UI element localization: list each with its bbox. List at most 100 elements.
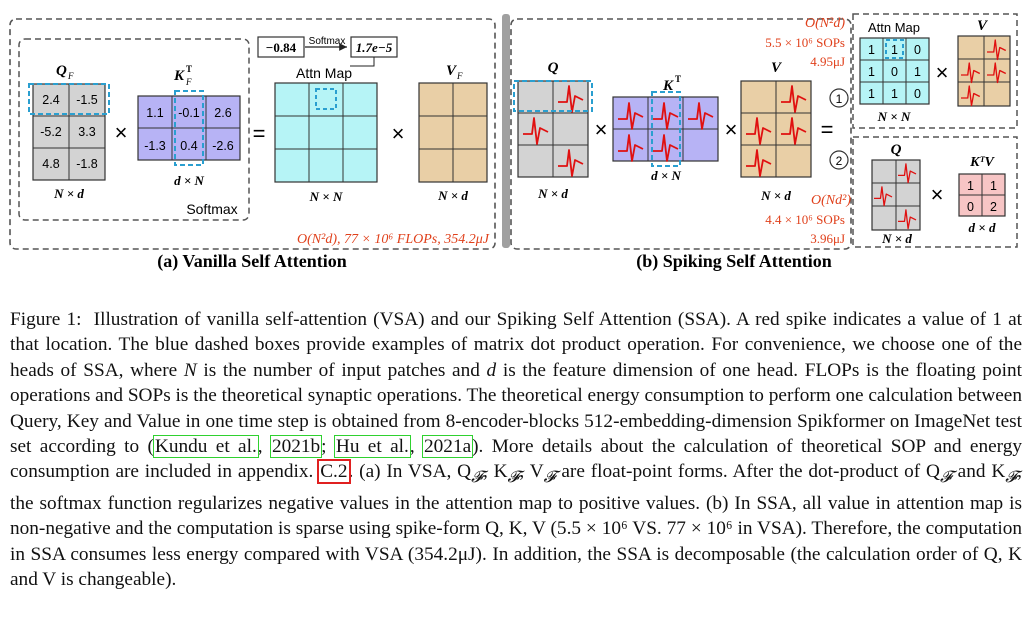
ktv-cell: 1 [967,179,974,193]
q-f-dim: N × d [53,186,84,201]
attn-cell-highlight [315,88,337,110]
appendix-reference-link[interactable]: C.2 [317,459,351,485]
ssa-attn-cell: 1 [868,65,875,79]
panel-divider [502,14,510,248]
times-sign: × [931,182,944,207]
ssa-cost-1-complexity: O(N²d) [805,16,845,31]
ssa-cost-2-sops: 4.4 × 10⁶ SOPs [765,212,845,227]
ktv-cell: 0 [967,200,974,214]
before-softmax-value: −0.84 [266,40,297,55]
q-dim: N × d [537,186,568,201]
panel-b-title: (b) Spiking Self Attention [636,251,832,272]
caption-label: Figure 1: [10,309,82,330]
equals-sign: = [821,117,834,142]
ssa-attn-map-label: Attn Map [868,20,920,35]
ssa-attn-cell: 0 [914,43,921,57]
k-f-cell: -1.3 [144,139,166,153]
caption-text: , the softmax function regularizes negat… [10,461,1022,590]
times-sign: × [725,117,738,142]
q2-dim: N × d [881,231,912,246]
caption-text: and K [951,461,1006,483]
v-f-dim: N × d [437,188,468,203]
caption-text: is the feature dimension of one head. FL… [10,359,1022,458]
q-f-matrix: 2.4 -1.5 -5.2 3.3 4.8 -1.8 [28,83,110,181]
q-spike-matrix [513,80,593,178]
ssa-attn-cell: 1 [868,87,875,101]
times-sign: × [936,60,949,85]
k-f-sup: T [186,64,192,74]
caption-sub-f: 𝓕 [939,469,952,487]
caption-sub-f: 𝓕 [507,469,520,487]
ktv-label: KᵀV [969,155,995,170]
caption-text: ). More details about the calculation of… [10,436,1023,483]
before-softmax-box [257,36,305,58]
ssa-attn-map-dim: N × N [877,109,911,124]
k-f-cell: -0.1 [178,106,200,120]
caption-text: are float-point forms. After the dot-pro… [555,461,940,483]
citation-link[interactable]: 2021b [269,435,323,459]
equals-sign: = [253,121,266,146]
caption-sub-f: 𝓕 [543,469,556,487]
v2-label: V [977,18,989,34]
ssa-attn-cell: 0 [891,65,898,79]
softmax-frame [18,38,250,221]
q-f-label: Q [56,63,67,79]
k-label: K [662,78,674,94]
caption-var-d: d [486,359,497,381]
k-f-sub: F [185,77,192,87]
q-f-cell: 3.3 [78,125,95,139]
dot-product-row-highlight [513,80,593,112]
k-f-dim: d × N [174,173,204,188]
ssa-cost-2-energy: 3.96μJ [810,231,845,246]
dot-product-col-highlight [174,90,204,166]
ktv-dim: d × d [969,220,996,235]
option-1-circle [829,88,849,108]
ssa-cost-1-sops: 5.5 × 10⁶ SOPs [765,35,845,50]
v-label: V [771,60,783,76]
citation-link[interactable]: Hu et al. [333,435,411,459]
k-sup: T [675,74,681,84]
map-connector [350,57,375,67]
figure-caption: Figure 1: Illustration of vanilla self-a… [10,309,1023,590]
v-spike-matrix [740,80,812,178]
ssa-attn-cell: 1 [868,43,875,57]
q-f-cell: -5.2 [40,125,62,139]
k-f-cell: 1.1 [146,106,163,120]
ssa-cost-1-energy: 4.95μJ [810,54,845,69]
panel-a-title: (a) Vanilla Self Attention [157,251,347,272]
citation-link[interactable]: Kundu et al. [152,435,259,459]
ssa-cost-2-complexity: O(Nd²) [811,193,851,208]
caption-text: Illustration of vanilla self-attention (… [10,309,1022,381]
q2-label: Q [891,142,902,158]
attn-map-matrix [274,82,378,183]
ssa-attn-cell: 1 [891,43,898,57]
v-f-sub: F [456,71,463,81]
ssa-attn-cell: 1 [891,87,898,101]
q2-spike-matrix [871,159,921,231]
q-f-sub: F [67,71,74,81]
citation-link[interactable]: 2021a [422,435,474,459]
v2-spike-matrix [957,35,1011,107]
times-sign: × [392,121,405,146]
softmax-label: Softmax [186,201,237,217]
caption-text: . (a) In VSA, Q [348,461,472,483]
dot-product-row-highlight [28,83,110,115]
ktv-matrix: 1 1 0 2 [958,173,1006,217]
k-f-matrix: 1.1 -0.1 2.6 -1.3 0.4 -2.6 [137,90,241,166]
attn-map-dim: N × N [309,189,343,204]
option-1-frame [852,13,1018,129]
q-f-cell: -1.5 [76,93,98,107]
after-softmax-value: 1.7e−5 [356,40,393,55]
softmax-top-label: Softmax [309,36,346,47]
k-f-cell: 0.4 [180,139,197,153]
q-label: Q [548,60,559,76]
ktv-cell: 1 [990,179,997,193]
v-dim: N × d [760,188,791,203]
k-f-label: K [173,68,185,84]
v-f-label: V [446,63,458,79]
caption-text: is the number of input patches and [196,359,487,381]
dot-product-col-highlight [651,91,681,167]
caption-text: , K [482,461,508,483]
ssa-attn-cell: 0 [914,87,921,101]
ssa-attn-cell: 1 [914,65,921,79]
